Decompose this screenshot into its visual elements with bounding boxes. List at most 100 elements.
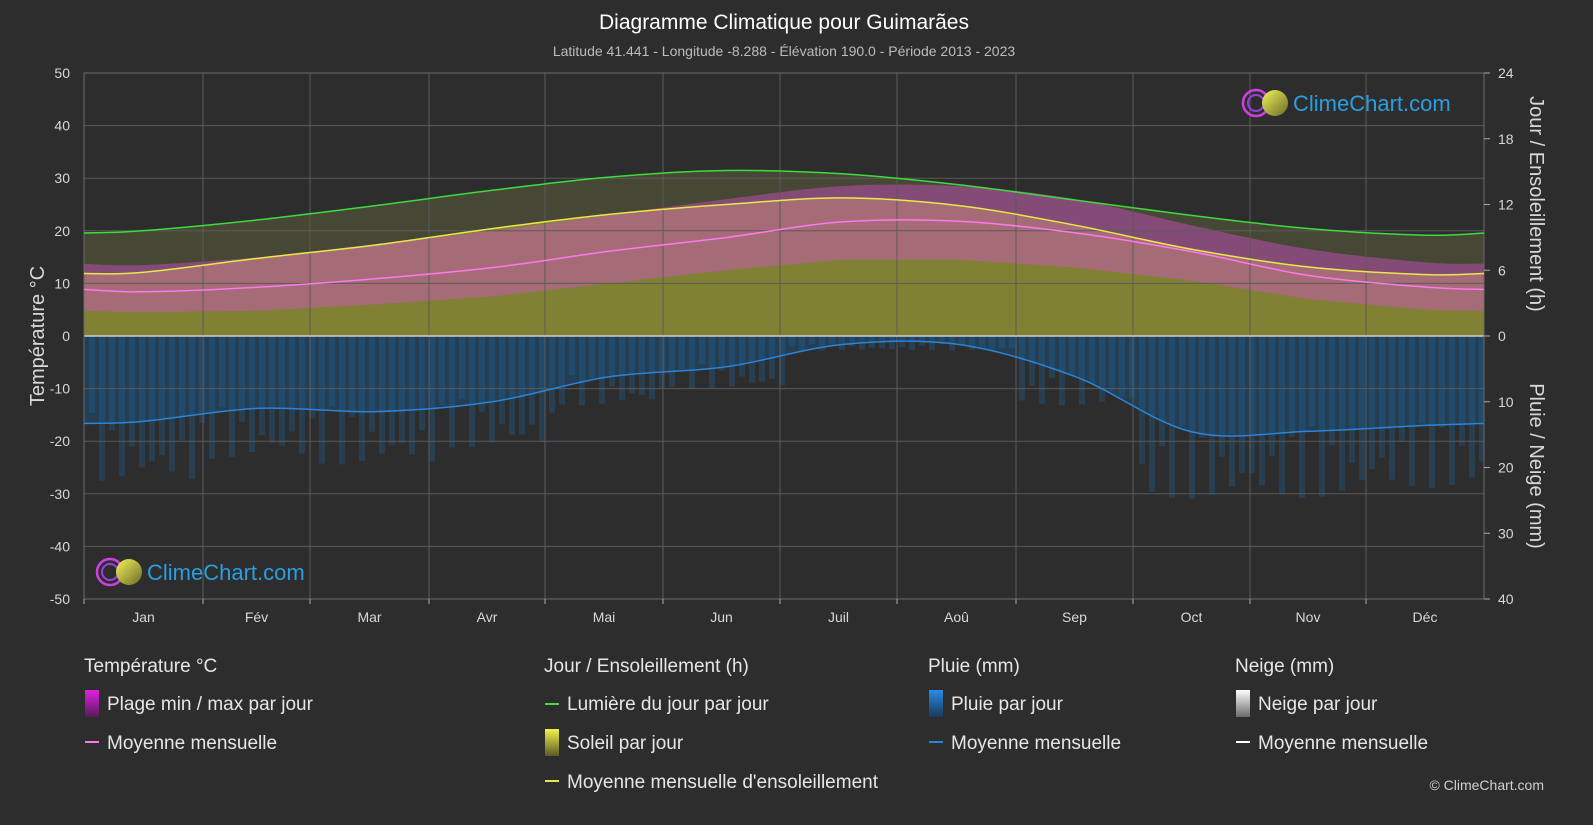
- rain-day-bar: [1149, 336, 1155, 492]
- legend-sunshine-heading: Jour / Ensoleillement (h): [544, 656, 749, 677]
- rain-day-bar: [339, 336, 345, 465]
- rain-day-bar: [1369, 336, 1375, 470]
- legend-sunshine: Jour / Ensoleillement (h) Lumière du jou…: [544, 656, 879, 793]
- rain-day-bar: [709, 336, 715, 389]
- rain-day-bar: [799, 336, 805, 351]
- left-tick-label: -40: [50, 538, 70, 554]
- rain-day-bar: [279, 336, 285, 446]
- legend-sun-mean-label: Moyenne mensuelle d'ensoleillement: [567, 772, 879, 793]
- rain-day-bar: [599, 336, 605, 404]
- rain-day-bar: [349, 336, 355, 418]
- left-tick-label: 0: [62, 328, 70, 344]
- rain-day-bar: [1359, 336, 1365, 481]
- rain-day-bar: [1119, 336, 1125, 397]
- rain-day-bar: [559, 336, 565, 405]
- legend-rain-mean-label: Moyenne mensuelle: [951, 733, 1121, 754]
- month-tick-label: Oct: [1181, 609, 1203, 625]
- rain-day-bar: [1269, 336, 1275, 456]
- rain-day-bar: [439, 336, 445, 406]
- rain-day-bar: [429, 336, 435, 462]
- sunshine-mean-line: [84, 197, 1484, 276]
- rain-mean-line: [84, 340, 1484, 437]
- right-bottom-tick-label: 30: [1498, 525, 1514, 541]
- rain-day-bar: [319, 336, 325, 464]
- rain-day-bar: [479, 336, 485, 412]
- rain-day-bar: [1349, 336, 1355, 464]
- left-tick-label: 50: [54, 65, 70, 81]
- legend-temp-mean-label: Moyenne mensuelle: [107, 733, 277, 754]
- rain-day-bar: [669, 336, 675, 387]
- rain-day-bar: [1249, 336, 1255, 474]
- right-top-tick-label: 0: [1498, 328, 1506, 344]
- rain-day-bar: [199, 336, 205, 424]
- rain-day-bar: [589, 336, 595, 379]
- rain-day-bar: [269, 336, 275, 444]
- rain-day-bar: [239, 336, 245, 422]
- legend-sun-label: Soleil par jour: [567, 733, 684, 754]
- copyright: © ClimeChart.com: [1429, 777, 1544, 793]
- right-bottom-axis-title: Pluie / Neige (mm): [1525, 383, 1547, 549]
- rain-day-bar: [99, 336, 105, 481]
- rain-day-bar: [259, 336, 265, 435]
- rain-day-bar: [1189, 336, 1195, 499]
- rain-day-bar: [789, 336, 795, 347]
- left-tick-label: -30: [50, 486, 70, 502]
- legend: Température °C Plage min / max par jour …: [84, 656, 1428, 793]
- rain-day-bar: [419, 336, 425, 431]
- rain-day-bar: [149, 336, 155, 461]
- rain-day-bar: [1439, 336, 1445, 429]
- logo-bottom[interactable]: ClimeChart.com: [95, 557, 305, 587]
- axis-ticks: 50 40 30 20 10 0 -10 -20 -30 -40 -50 24 18 12 6 0 10 20 30…: [50, 65, 1514, 625]
- rain-day-bar: [689, 336, 695, 389]
- rain-day-bar: [1009, 336, 1015, 348]
- rain-day-bar: [139, 336, 145, 468]
- rain-day-bar: [499, 336, 505, 425]
- rain-day-bar: [459, 336, 465, 399]
- rain-day-bar: [509, 336, 515, 435]
- rain-day-bar: [529, 336, 535, 425]
- legend-temp-range-label: Plage min / max par jour: [107, 694, 314, 715]
- rain-day-bar: [549, 336, 555, 413]
- month-tick-label: Déc: [1413, 609, 1438, 625]
- rain-day-bar: [1289, 336, 1295, 438]
- rain-day-bar: [1329, 336, 1335, 446]
- logo-top[interactable]: ClimeChart.com: [1241, 88, 1451, 118]
- rain-day-bar: [909, 336, 915, 350]
- rain-day-bar: [1219, 336, 1225, 457]
- rain-day-bar: [1099, 336, 1105, 402]
- rain-day-bar: [649, 336, 655, 400]
- month-tick-label: Fév: [245, 609, 268, 625]
- left-tick-label: -50: [50, 591, 70, 607]
- left-tick-label: 30: [54, 170, 70, 186]
- rain-day-bar: [219, 336, 225, 408]
- month-tick-label: Avr: [477, 609, 498, 625]
- legend-temp-range-swatch: [85, 690, 99, 717]
- logo-top-text: ClimeChart.com: [1293, 91, 1451, 116]
- rain-day-bar: [129, 336, 135, 447]
- rain-day-bar: [1089, 336, 1095, 384]
- chart-title: Diagramme Climatique pour Guimarães: [599, 11, 969, 34]
- right-top-tick-label: 18: [1498, 131, 1514, 147]
- right-bottom-tick-label: 40: [1498, 591, 1514, 607]
- rain-day-bar: [1279, 336, 1285, 494]
- rain-day-bar: [249, 336, 255, 452]
- rain-day-bar: [1479, 336, 1484, 462]
- rain-day-bar: [119, 336, 125, 477]
- logo-sun-icon: [1262, 90, 1288, 116]
- rain-day-bar: [289, 336, 295, 432]
- legend-snow-mean-label: Moyenne mensuelle: [1258, 733, 1428, 754]
- rain-day-bar: [579, 336, 585, 406]
- logo-ring-inner-icon: [101, 563, 119, 581]
- rain-day-bar: [1299, 336, 1305, 498]
- rain-day-bar: [1019, 336, 1025, 401]
- rain-day-bar: [619, 336, 625, 401]
- rain-day-bar: [629, 336, 635, 394]
- rain-day-bar: [299, 336, 305, 454]
- rain-day-bar: [1309, 336, 1315, 426]
- rain-day-bar: [329, 336, 335, 407]
- rain-day-bar: [999, 336, 1005, 349]
- rain-day-bar: [699, 336, 705, 365]
- right-top-tick-label: 6: [1498, 262, 1506, 278]
- rain-day-bar: [1449, 336, 1455, 485]
- rain-day-bar: [1169, 336, 1175, 498]
